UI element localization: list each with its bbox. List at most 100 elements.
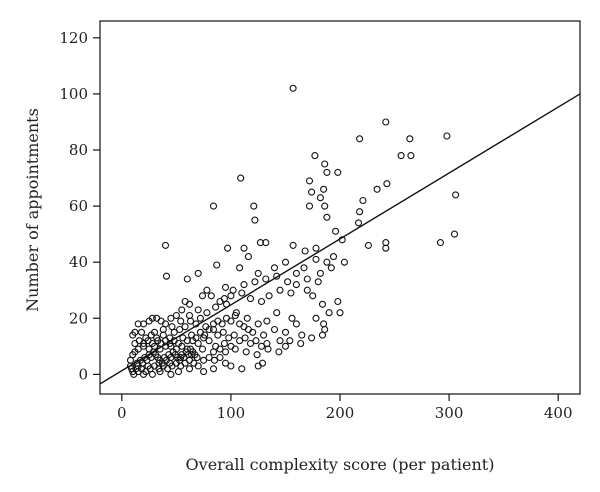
data-point	[167, 314, 175, 322]
data-point	[340, 258, 348, 266]
data-point	[303, 286, 311, 294]
data-point	[131, 339, 139, 348]
data-point	[145, 317, 153, 325]
data-point	[205, 325, 213, 334]
data-point	[200, 368, 208, 376]
data-point	[354, 219, 363, 227]
data-point	[129, 331, 137, 339]
data-point	[320, 320, 328, 328]
data-point	[212, 303, 220, 311]
data-point	[292, 281, 300, 289]
data-point	[220, 295, 228, 303]
data-point	[244, 253, 252, 261]
data-point	[452, 191, 460, 199]
data-point	[200, 356, 208, 364]
x-tick-label: 300	[435, 404, 464, 422]
data-point	[181, 297, 189, 306]
data-point	[196, 314, 204, 322]
y-tick-label: 80	[69, 141, 88, 159]
data-point	[284, 278, 292, 286]
data-point	[246, 339, 255, 348]
data-point	[157, 317, 165, 325]
data-point	[167, 370, 175, 378]
data-point	[356, 208, 364, 216]
data-point	[241, 334, 249, 342]
data-point	[311, 152, 319, 160]
data-point	[407, 152, 415, 160]
y-tick-label: 20	[69, 309, 88, 327]
data-point	[203, 309, 211, 317]
data-point	[253, 351, 261, 359]
data-point	[227, 317, 235, 325]
data-point	[318, 300, 327, 308]
data-point	[185, 300, 194, 308]
data-point	[190, 359, 198, 367]
data-point	[193, 353, 201, 362]
data-point	[227, 362, 235, 370]
data-point	[289, 241, 297, 249]
data-point	[249, 328, 257, 336]
data-point	[216, 297, 224, 306]
data-point	[156, 368, 164, 376]
data-point	[397, 152, 405, 160]
data-point	[224, 244, 232, 252]
data-point	[181, 323, 189, 331]
data-point	[336, 309, 344, 317]
data-point	[312, 314, 320, 322]
data-point	[321, 160, 329, 168]
data-point	[155, 359, 163, 367]
data-point	[251, 216, 259, 224]
data-point	[209, 202, 218, 210]
data-point	[240, 281, 248, 289]
data-point	[256, 239, 264, 247]
data-point	[135, 337, 143, 345]
data-point	[301, 247, 309, 255]
data-point	[327, 264, 335, 272]
data-point	[174, 339, 183, 348]
data-point	[323, 258, 331, 266]
data-point	[254, 269, 262, 277]
data-point	[194, 362, 202, 370]
data-point	[308, 334, 316, 342]
data-point	[334, 297, 342, 306]
data-point	[236, 264, 244, 272]
data-point	[244, 325, 252, 334]
data-point	[222, 314, 231, 322]
data-point	[270, 325, 279, 334]
data-point	[185, 365, 194, 373]
data-point	[276, 337, 284, 345]
data-point	[177, 353, 185, 362]
data-point	[188, 351, 196, 359]
data-point	[225, 334, 233, 342]
data-point	[309, 292, 317, 300]
data-point	[188, 331, 196, 339]
data-point	[221, 348, 230, 356]
data-point	[216, 345, 224, 353]
data-point	[450, 230, 459, 238]
data-point	[318, 331, 327, 339]
x-axis-label: Overall complexity score (per patient)	[186, 455, 495, 474]
x-axis: 0 100 200 300 400	[117, 394, 573, 422]
data-point	[185, 311, 194, 320]
data-point	[316, 269, 324, 277]
data-point	[203, 286, 211, 294]
data-point	[270, 264, 279, 272]
data-point	[251, 278, 259, 286]
data-point	[214, 331, 222, 339]
data-point	[150, 362, 159, 370]
data-point	[262, 275, 270, 283]
data-point	[382, 239, 390, 247]
data-point	[263, 339, 271, 348]
data-point	[214, 317, 222, 325]
data-point	[273, 309, 281, 317]
data-point	[281, 258, 290, 266]
data-point	[219, 328, 227, 336]
data-point	[323, 213, 331, 221]
data-point	[382, 118, 390, 126]
data-point	[312, 244, 320, 252]
data-point	[126, 356, 135, 364]
y-tick-label: 60	[69, 197, 88, 215]
data-point	[181, 359, 189, 367]
data-point	[275, 348, 283, 356]
data-point	[260, 331, 268, 339]
